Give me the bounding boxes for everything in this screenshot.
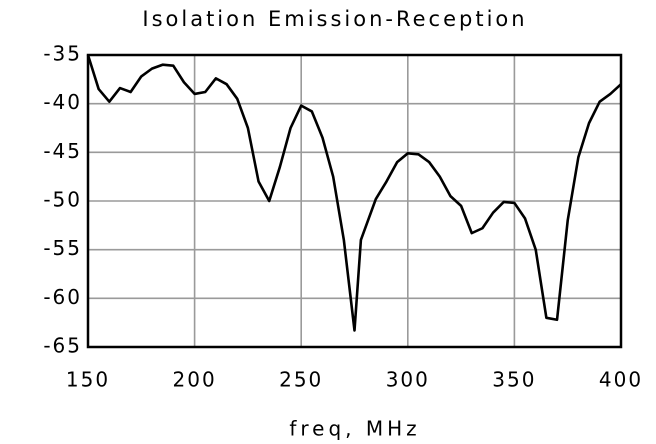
y-tick-label: -55 bbox=[43, 236, 82, 260]
x-tick-label: 300 bbox=[386, 368, 430, 392]
data-line bbox=[86, 54, 622, 332]
y-tick-label: -40 bbox=[43, 90, 82, 114]
y-tick-label: -65 bbox=[43, 334, 82, 358]
x-tick-label: 250 bbox=[279, 368, 323, 392]
chart-title: Isolation Emission-Reception bbox=[142, 7, 527, 31]
plot-frame bbox=[86, 53, 623, 349]
x-tick-label: 150 bbox=[66, 368, 110, 392]
y-tick-label: -35 bbox=[43, 42, 82, 66]
y-tick-label: -60 bbox=[43, 285, 82, 309]
x-tick-label: 350 bbox=[492, 368, 536, 392]
x-axis-label: freq, MHz bbox=[289, 417, 420, 441]
x-tick-label: 200 bbox=[173, 368, 217, 392]
y-tick-label: -45 bbox=[43, 139, 82, 163]
x-tick-label: 400 bbox=[599, 368, 643, 392]
y-tick-label: -50 bbox=[43, 188, 82, 212]
